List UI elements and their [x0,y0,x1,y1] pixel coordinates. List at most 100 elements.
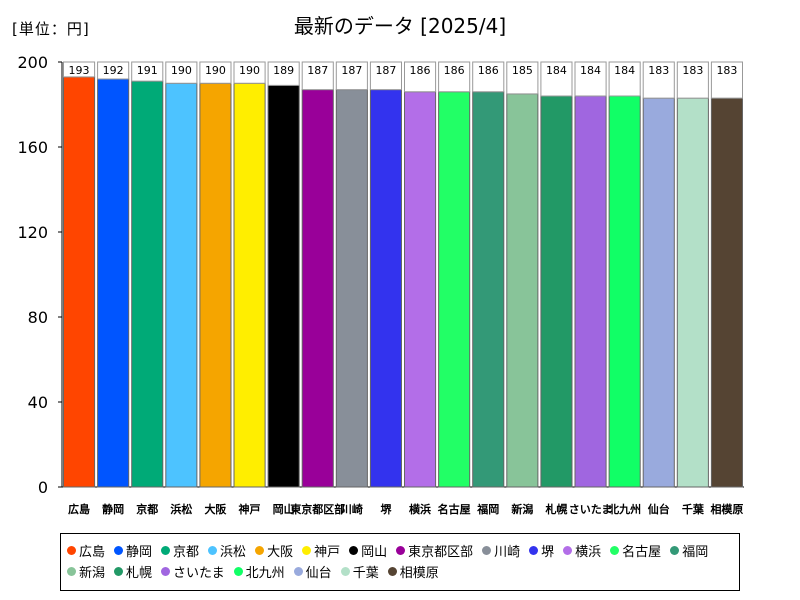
value-label: 193 [69,64,90,77]
legend-item: 相模原 [387,561,439,582]
value-label-box [199,61,232,84]
legend-item: 堺 [529,540,554,561]
x-tick-label: 岡山 [273,502,295,516]
legend-label: 岡山 [361,545,388,560]
legend-dot-icon [563,546,573,555]
legend-dot-icon [114,567,124,576]
legend-dot-icon [233,567,243,576]
value-label-box [165,61,198,84]
value-label: 192 [103,64,124,77]
bar [301,89,334,488]
value-label: 187 [307,64,328,77]
legend-item: 京都 [161,540,199,561]
value-label: 190 [205,64,226,77]
chart-title: 最新のデータ [2025/4] [293,14,507,38]
bar [506,93,539,488]
x-tick-label: さいたま [569,503,613,516]
legend-item: 川崎 [482,540,520,561]
legend-item: 浜松 [208,540,246,561]
value-label: 189 [273,64,294,77]
x-tick-label: 静岡 [102,502,124,516]
y-tick-label: 160 [17,138,48,157]
x-tick-label: 札幌 [544,502,567,516]
value-label: 186 [444,64,465,77]
value-label: 183 [648,64,669,77]
legend-item: 神戸 [302,540,340,561]
legend-item: 札幌 [114,561,152,582]
bar [199,82,232,488]
legend-item: 静岡 [114,540,152,561]
legend-dot-icon [302,546,312,555]
legend-dot-icon [396,546,406,555]
legend-label: 名古屋 [622,545,662,560]
bars [63,76,744,488]
legend-dot-icon [670,546,680,555]
x-tick-label: 堺 [380,502,392,516]
value-label-box [233,61,266,84]
x-tick-label: 浜松 [170,502,192,516]
y-tick-label: 120 [17,223,48,242]
legend-item: 仙台 [293,561,332,582]
x-tick-label: 東京都区部 [290,502,345,516]
legend-label: 相模原 [399,566,439,581]
value-label-box [97,61,130,80]
legend-dot-icon [114,546,124,555]
value-label-box [540,61,573,97]
bar [404,91,437,488]
legend-label: 広島 [79,545,106,560]
value-label: 185 [512,64,533,77]
legend-label: 堺 [541,545,555,560]
value-label-box [506,61,539,95]
x-tick-label: 横浜 [409,502,431,516]
legend-dot-icon [482,546,492,555]
value-label-box [267,61,300,86]
x-tick-label: 京都 [136,502,158,516]
legend-item: 横浜 [563,540,601,561]
legend-label: 北九州 [245,566,285,581]
value-label: 191 [137,64,158,77]
value-label-box [301,61,334,91]
bar [676,97,709,488]
legend-dot-icon [293,567,303,576]
x-tick-label: 大阪 [204,502,227,516]
bar [131,80,164,488]
legend-dot-icon [67,567,76,576]
legend-label: 札幌 [126,566,153,581]
x-tick-label: 名古屋 [438,502,471,516]
legend-item: 広島 [67,540,105,561]
legend-item: 福岡 [670,540,708,561]
value-label: 184 [580,64,601,77]
legend-label: 川崎 [494,545,521,560]
x-tick-label: 新潟 [511,502,533,516]
legend-label: 横浜 [575,545,602,560]
bar [608,95,641,488]
legend-item: さいたま [161,561,225,582]
bar [710,97,744,488]
unit-label: [単位：円] [12,20,90,38]
value-label-box [472,61,505,93]
legend-item: 新潟 [67,561,105,582]
value-label: 184 [614,64,635,77]
value-label: 183 [716,64,737,77]
x-tick-label: 千葉 [682,502,705,516]
legend-item: 東京都区部 [396,540,473,561]
bar [165,82,198,488]
value-label-box [404,61,437,93]
legend-label: 静岡 [126,545,153,560]
legend-item: 大阪 [255,540,293,561]
value-label-box [335,61,368,91]
legend-dot-icon [255,546,265,555]
bar [574,95,607,488]
data-labels: 193 192 191 190 190 190 189 187 187 187 186 186 186 1… [63,61,744,99]
legend-dot-icon [349,546,359,555]
value-label-box [574,61,607,97]
value-label: 183 [682,64,703,77]
legend-item: 名古屋 [610,540,661,561]
value-label: 190 [239,64,260,77]
legend-dot-icon [67,546,76,555]
value-label: 186 [478,64,499,77]
bar [472,91,505,488]
y-tick-label: 200 [17,53,48,72]
legend-label: 京都 [173,545,200,560]
